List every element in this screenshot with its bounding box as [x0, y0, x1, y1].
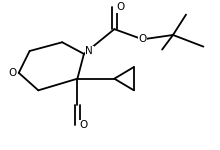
Text: O: O	[79, 120, 88, 130]
Text: O: O	[9, 68, 17, 78]
Text: O: O	[138, 34, 147, 44]
Text: N: N	[86, 46, 93, 56]
Text: O: O	[116, 2, 125, 12]
